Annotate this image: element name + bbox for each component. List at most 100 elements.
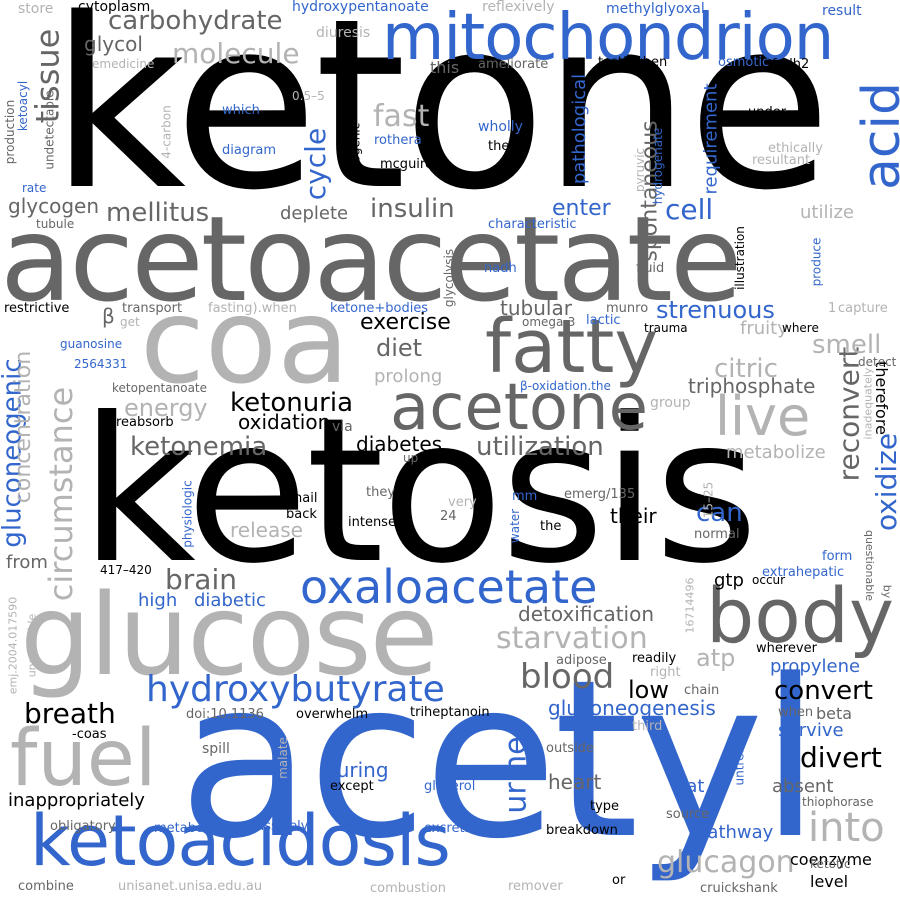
word-glucose: glucose	[20, 571, 439, 701]
word-diabetes: diabetes	[356, 432, 443, 456]
word-fat: fat	[680, 776, 705, 797]
word-live: live	[715, 385, 811, 448]
word-during: during	[324, 758, 389, 782]
word-mitochondrion: mitochondrion	[382, 1, 834, 75]
word-by: by	[880, 584, 894, 599]
word-guanosine: guanosine	[60, 337, 123, 351]
word-heart: heart	[548, 770, 602, 794]
word-questionable: questionable	[863, 529, 877, 602]
word-mellitus: mellitus	[106, 198, 210, 228]
word-energy: energy	[124, 394, 208, 422]
word-wherever: wherever	[756, 641, 817, 656]
word-form: form	[822, 549, 853, 564]
word-capture: capture	[838, 301, 888, 316]
word-fuel: fuel	[10, 714, 157, 804]
word-when: when	[778, 705, 814, 720]
word-munro: munro	[606, 301, 649, 316]
word-thiophorase: thiophorase	[802, 795, 874, 809]
word-level: level	[810, 872, 849, 891]
word-illustration: illustration	[732, 226, 747, 290]
word-emerg-135: emerg/135	[564, 487, 636, 502]
word-circumstance: circumstance	[42, 386, 81, 602]
word-concentration: concentration	[11, 350, 37, 504]
word-oxidize: oxidize	[870, 432, 900, 532]
word-then: then	[488, 139, 518, 154]
word-fluid: fluid	[636, 261, 665, 276]
word-molecule: molecule	[172, 37, 300, 70]
word-the: the	[540, 519, 562, 534]
word-fruity: fruity	[740, 318, 788, 339]
word-emedicine: emedicine	[92, 57, 155, 71]
word-ketosis: ketosis	[80, 375, 758, 608]
word-test-when: test).when	[598, 55, 668, 70]
word-16714496: 16714496	[683, 577, 697, 634]
word-very: very	[448, 495, 477, 510]
word-reflexively: reflexively	[482, 0, 555, 15]
word-beta-oxidation: β-oxidation.the	[520, 379, 611, 393]
word-pathway: pathway	[696, 822, 774, 843]
word-get: get	[120, 315, 140, 329]
word-obligatory: obligatory	[50, 819, 116, 834]
word-convert: convert	[774, 676, 873, 706]
word-source: source	[666, 807, 710, 822]
word-urine: urine	[498, 736, 534, 814]
word-hydrogenate: hydrogenate	[651, 127, 666, 205]
word-water: water	[508, 508, 523, 544]
word-ketoacidosis: ketoacidosis	[30, 800, 451, 882]
word-hydroxybutyrate: hydroxybutyrate	[146, 669, 445, 710]
word-where: where	[782, 321, 819, 335]
word-blood: blood	[520, 657, 615, 697]
word-readily: readily	[632, 651, 677, 666]
word-occur: occur	[752, 573, 786, 587]
word-triphosphate: triphosphate	[688, 374, 816, 398]
word-glycerol: glycerol	[424, 779, 476, 794]
word-they: they	[366, 485, 396, 500]
word-inappropriately: inappropriately	[8, 790, 145, 811]
word-prolong: prolong	[374, 366, 443, 387]
word-fadh2: fadh2	[772, 57, 810, 72]
word-pyruvic: pyruvic	[633, 147, 648, 193]
word-adipose: adipose	[556, 653, 607, 668]
word-pathological: pathological	[569, 73, 591, 185]
word-acetone: acetone	[390, 371, 648, 445]
word-low: low	[628, 676, 669, 704]
word-passively: passively	[248, 819, 309, 834]
word-0-5-5: 0.5–5	[292, 89, 325, 103]
word-their: their	[610, 504, 657, 528]
word-starvation: starvation	[496, 621, 648, 656]
word-omega-3: omega-3	[522, 315, 576, 329]
word-cruickshank: cruickshank	[700, 881, 778, 896]
word-insulin: insulin	[370, 194, 455, 224]
word-cytoplasm: cytoplasm	[78, 0, 151, 15]
word-physiologic: physiologic	[180, 480, 195, 548]
word-beta-symbol: β	[102, 304, 115, 328]
word-into: into	[808, 805, 885, 851]
word-transport: transport	[122, 301, 183, 316]
word-diuresis: diuresis	[316, 25, 371, 41]
word-detect: detect	[858, 355, 897, 369]
word-propylene: propylene	[770, 656, 861, 677]
word-via: via	[332, 419, 353, 435]
word-intense: intense	[348, 515, 396, 530]
word-diabetic: diabetic	[194, 590, 266, 611]
word-ketogenic: ketogenic	[348, 122, 363, 182]
word-cycle: cycle	[299, 127, 333, 201]
word-right: right	[650, 665, 681, 680]
word-untreated: untreated	[732, 726, 747, 786]
word-acid: acid	[851, 82, 900, 190]
word-rate: rate	[22, 181, 47, 195]
word-coenzyme: coenzyme	[790, 850, 872, 869]
word-store: store	[18, 1, 54, 17]
word-therefore: therefore	[871, 361, 891, 435]
word-third: third	[632, 719, 663, 734]
word-nail: nail	[294, 491, 318, 506]
word-metabolism: metabolism	[154, 821, 231, 836]
word-tubule: tubule	[36, 217, 75, 231]
word-emj: emj.2004.017590	[6, 596, 20, 695]
word-outside: outside	[546, 741, 594, 756]
word-produce: produce	[809, 237, 824, 287]
word-beta: beta	[816, 704, 853, 723]
word-glycolysis: glycolysis	[442, 248, 457, 308]
word-osmotic: osmotic	[718, 55, 770, 70]
